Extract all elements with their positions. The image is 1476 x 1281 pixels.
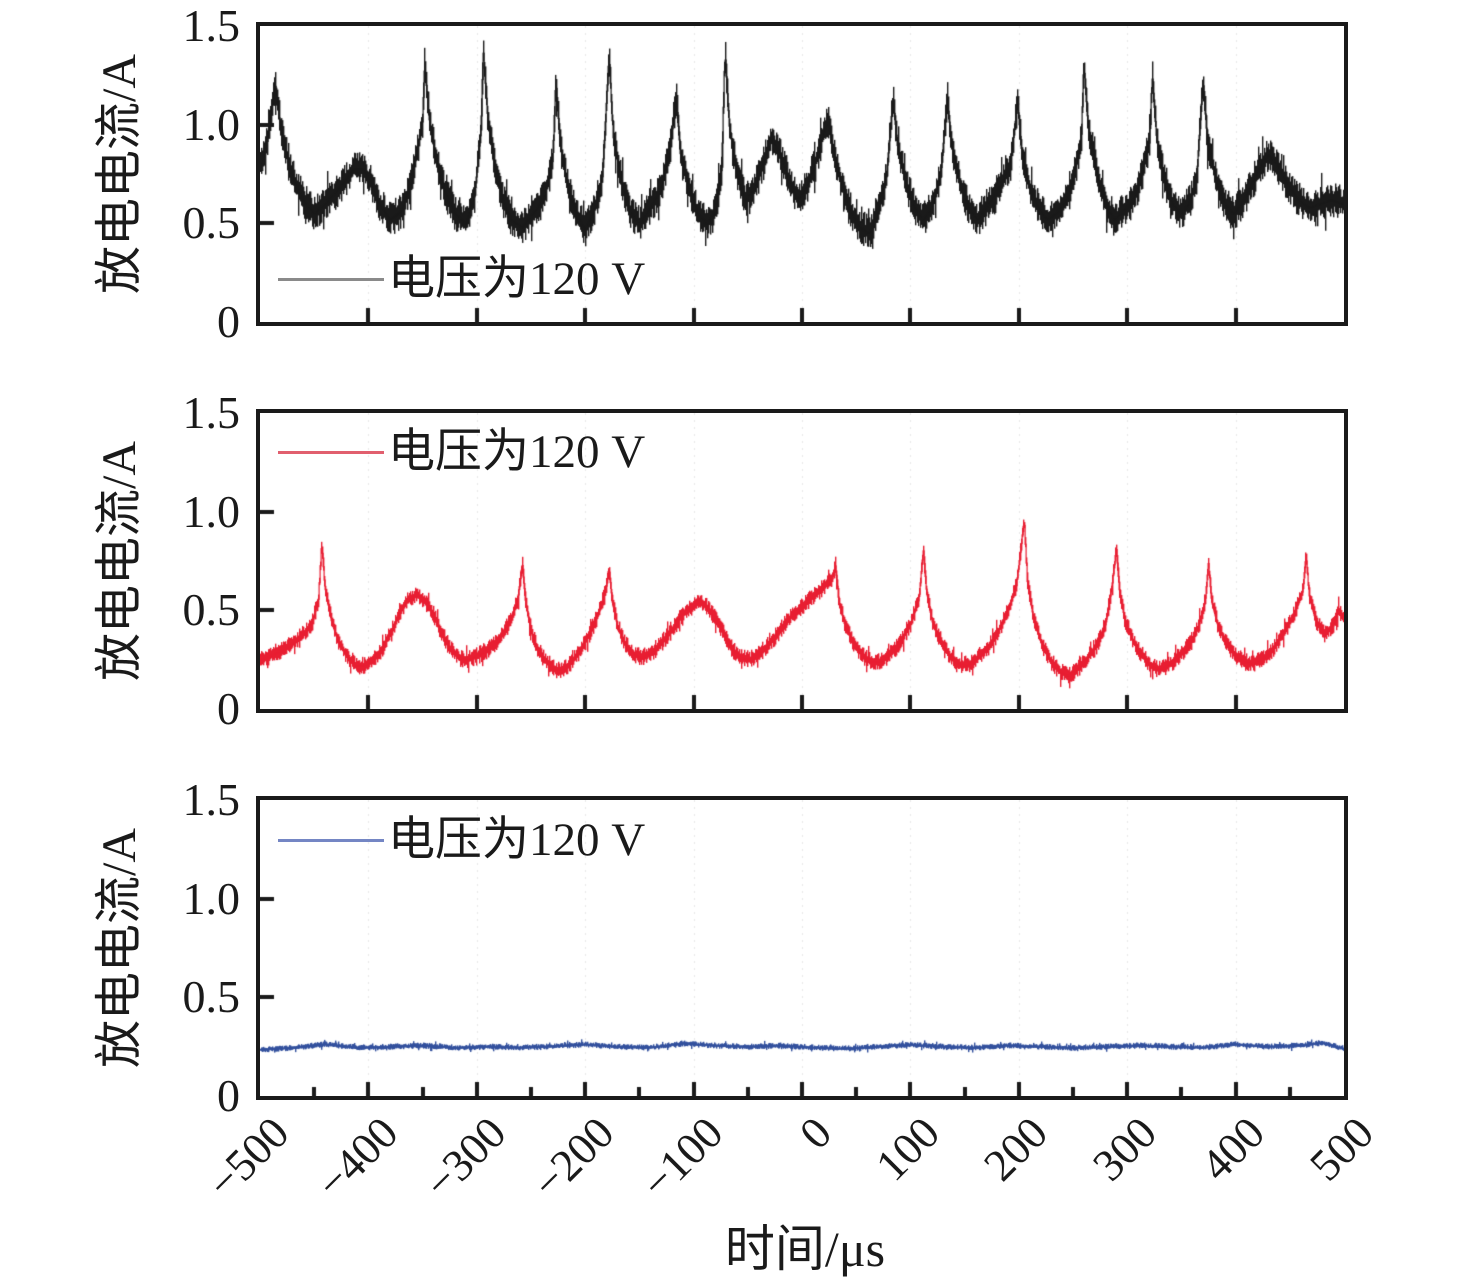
y-tick-label: 1.5 — [182, 387, 241, 438]
plot-panel-top — [256, 22, 1348, 326]
x-tick-label: 100 — [865, 1107, 950, 1191]
x-axis-title: 时间/μs — [724, 1221, 886, 1277]
legend-label-top: 电压为120 V — [388, 253, 646, 305]
x-tick-label: 500 — [1299, 1107, 1383, 1191]
y-tick-label: 1.0 — [182, 872, 241, 924]
y-tick-label: 1.5 — [182, 774, 241, 825]
legend-line-sample-bottom — [278, 838, 384, 842]
legend-label-middle: 电压为120 V — [388, 426, 646, 478]
legend-label-bottom: 电压为120 V — [388, 814, 646, 866]
legend-top: 电压为120 V — [278, 253, 645, 305]
legend-line-sample-middle — [278, 450, 384, 454]
x-tick-label: 0 — [789, 1107, 841, 1159]
plot-panel-middle — [256, 409, 1348, 713]
y-tick-label: 0 — [217, 683, 240, 734]
y-tick-label: 0.5 — [182, 197, 241, 249]
x-tick-label: 200 — [974, 1107, 1058, 1191]
x-tick-label: −400 — [306, 1107, 408, 1209]
plot-canvas-top — [260, 26, 1344, 322]
plot-canvas-middle — [260, 413, 1344, 709]
y-tick-label: 1.0 — [182, 98, 241, 150]
plot-canvas-bottom — [260, 800, 1344, 1096]
legend-line-sample-top — [278, 277, 384, 281]
plot-panel-bottom — [256, 796, 1348, 1100]
y-axis-title-bottom: 放电电流/A — [93, 828, 146, 1069]
y-tick-label: 1.5 — [182, 0, 241, 51]
x-tick-label: −100 — [631, 1107, 733, 1209]
legend-bottom: 电压为120 V — [278, 814, 645, 866]
x-tick-label: 300 — [1082, 1107, 1166, 1191]
legend-middle: 电压为120 V — [278, 426, 645, 478]
y-axis-title-middle: 放电电流/A — [93, 441, 146, 682]
x-tick-label: −200 — [522, 1107, 624, 1209]
y-tick-label: 1.0 — [182, 485, 241, 537]
y-tick-label: 0.5 — [182, 971, 241, 1023]
y-tick-label: 0.5 — [182, 584, 241, 636]
y-tick-label: 0 — [217, 296, 240, 347]
y-tick-label: 0 — [217, 1070, 240, 1121]
x-tick-label: −300 — [414, 1107, 516, 1209]
y-axis-title-top: 放电电流/A — [93, 54, 146, 295]
x-tick-label: −500 — [197, 1107, 299, 1209]
x-tick-label: 400 — [1191, 1107, 1275, 1191]
